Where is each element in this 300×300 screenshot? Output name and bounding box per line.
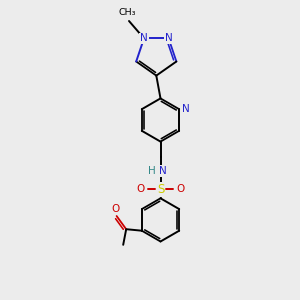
Text: N: N <box>182 104 190 114</box>
Text: O: O <box>112 204 120 214</box>
Text: O: O <box>176 184 185 194</box>
Text: N: N <box>159 166 167 176</box>
Text: N: N <box>165 33 172 43</box>
Text: S: S <box>157 183 164 196</box>
Text: N: N <box>140 33 148 43</box>
Text: H: H <box>148 166 156 176</box>
Text: CH₃: CH₃ <box>119 8 136 17</box>
Text: O: O <box>136 184 145 194</box>
